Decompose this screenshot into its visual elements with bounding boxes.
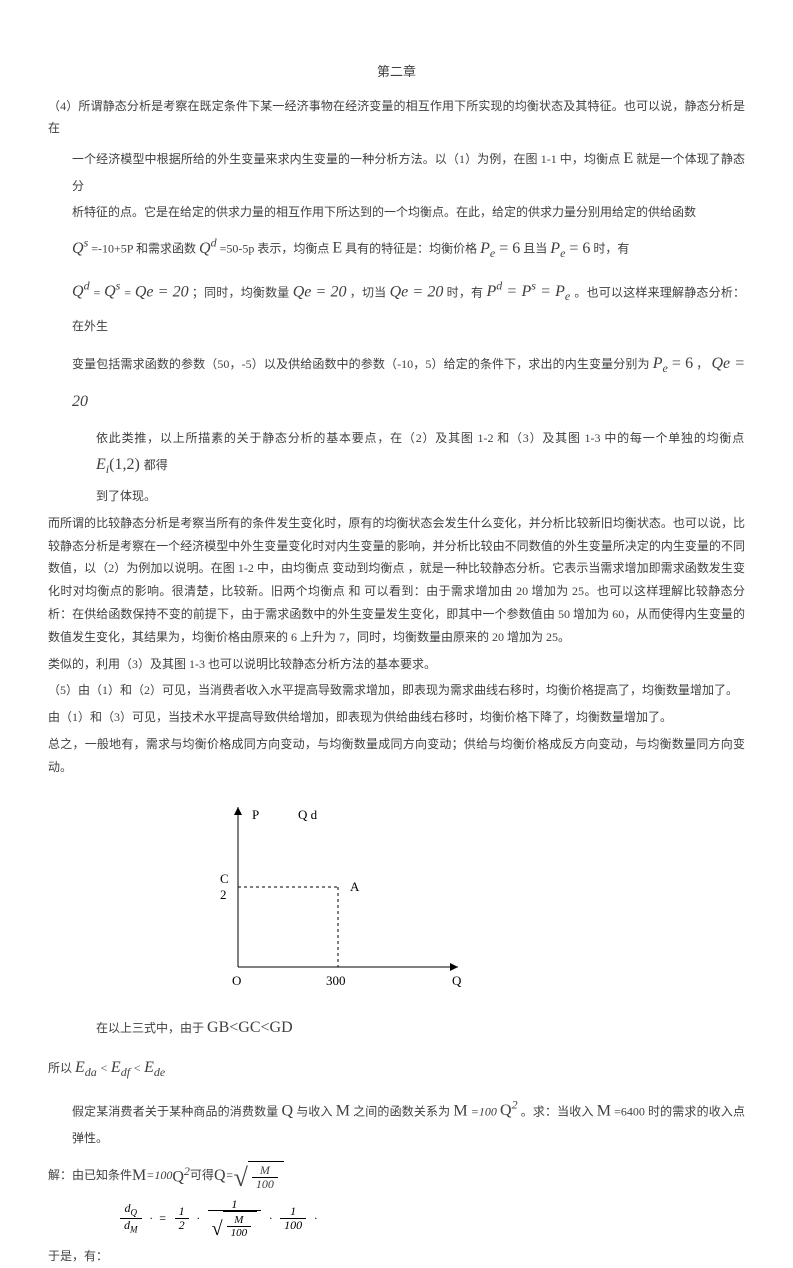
svg-text:Q: Q: [452, 973, 462, 988]
math-Ei12: Ei(1,2): [96, 456, 144, 473]
paragraph: 变量包括需求函数的参数（50，-5）以及供给函数中的参数（-10，5）给定的条件…: [48, 345, 745, 422]
math-Qe20: Qe = 20: [135, 283, 189, 300]
text: ，切当: [350, 285, 390, 299]
text: 都得: [144, 458, 168, 472]
math: Qd: [72, 283, 90, 300]
text: 可得: [190, 1164, 214, 1187]
text: =100: [146, 1164, 172, 1187]
math-PdPsPe: Pd = Ps = Pe: [486, 283, 574, 300]
text: 时，有: [593, 242, 629, 256]
text: 假定某消费者关于某种商品的消费数量: [72, 1104, 282, 1118]
text: 且当: [523, 242, 550, 256]
trail-dot: ·: [314, 1207, 317, 1230]
paragraph: Qd = Qs = Qe = 20 ；同时，均衡数量 Qe = 20 ，切当 Q…: [48, 272, 745, 341]
math-M: M: [336, 1102, 350, 1119]
paragraph: 类似的，利用（3）及其图 1-3 也可以说明比较静态分析方法的基本要求。: [48, 653, 745, 676]
math-M: M: [453, 1102, 467, 1119]
dot: ·: [150, 1207, 153, 1230]
math-E: E: [332, 240, 342, 257]
frac-M-100: M 100: [252, 1164, 278, 1191]
text: 所以: [48, 1061, 75, 1075]
math-inequality: GB<GC<GD: [207, 1019, 293, 1036]
text: =50-5p 表示，均衡点: [220, 242, 333, 256]
frac-1-sqrt: 1 √ M 100: [208, 1198, 261, 1239]
paragraph: 所以 Eda < Edf < Ede: [48, 1053, 745, 1084]
math-Q: Q: [214, 1161, 226, 1191]
svg-text:P: P: [252, 807, 259, 822]
paragraph: 析特征的点。它是在给定的供求力量的相互作用下所达到的一个均衡点。在此，给定的供求…: [48, 201, 745, 224]
text: 解：由已知条件: [48, 1164, 132, 1187]
math-Q: Q: [282, 1102, 294, 1119]
svg-text:300: 300: [326, 973, 346, 988]
text: 之间的函数关系为: [353, 1104, 453, 1118]
paragraph: （5）由（1）和（2）可见，当消费者收入水平提高导致需求增加，即表现为需求曲线右…: [48, 679, 745, 702]
paragraph: 由（1）和（3）可见，当技术水平提高导致供给增加，即表现为供给曲线右移时，均衡价…: [48, 706, 745, 729]
math-Qs: Qs: [72, 240, 88, 257]
paragraph: 而所谓的比较静态分析是考察当所有的条件发生变化时，原有的均衡状态会发生什么变化，…: [48, 512, 745, 649]
math-Pe6: Pe = 6: [653, 355, 693, 372]
math-Ede: Ede: [144, 1059, 165, 1076]
math: Qs: [104, 283, 120, 300]
math-Q2: Q2: [500, 1102, 518, 1119]
math-Pe6: Pe = 6: [550, 240, 590, 257]
chapter-title: 第二章: [48, 60, 745, 85]
derivative-equation: dQ dM · = 1 2 · 1 √ M 100 · 1 100 ·: [118, 1198, 745, 1239]
text: 变量包括需求函数的参数（50，-5）以及供给函数中的参数（-10，5）给定的条件…: [72, 357, 653, 371]
paragraph: 解：由已知条件 M =100 Q2 可得 Q = √ M 100: [48, 1160, 745, 1193]
text: 具有的特征是：均衡价格: [345, 242, 480, 256]
math-Qd: Qd: [199, 240, 217, 257]
text: ，: [696, 357, 708, 371]
math-Eda: Eda: [75, 1059, 97, 1076]
text: =100: [471, 1104, 497, 1118]
dot: ·: [269, 1207, 272, 1230]
lt: <: [100, 1061, 111, 1075]
paragraph: 到了体现。: [48, 485, 745, 508]
text: 与收入: [296, 1104, 336, 1118]
frac-dQ-dM: dQ dM: [120, 1202, 142, 1236]
paragraph: 于是，有：: [48, 1245, 745, 1268]
svg-text:O: O: [232, 973, 241, 988]
paragraph: 在以上三式中，由于 GB<GC<GD: [48, 1013, 745, 1043]
math-E: E: [623, 150, 633, 167]
math-M: M: [597, 1102, 611, 1119]
paragraph: 一个经济模型中根据所给的外生变量来求内生变量的一种分析方法。以（1）为例，在图 …: [48, 144, 745, 197]
frac-1-100: 1 100: [280, 1205, 306, 1232]
supply-demand-chart: P Q d C2 A O 300 Q: [198, 797, 478, 997]
svg-text:Q d: Q d: [298, 807, 318, 822]
text: 时，有: [447, 285, 487, 299]
text: 。求：当收入: [521, 1104, 597, 1118]
svg-text:A: A: [350, 879, 360, 894]
math-Pe6: Pe = 6: [480, 240, 520, 257]
svg-text:2: 2: [220, 887, 227, 902]
sqrt: √ M 100: [234, 1161, 284, 1191]
frac-1-2: 1 2: [175, 1205, 189, 1232]
text: =-10+5P 和需求函数: [91, 242, 199, 256]
text: 依此类推，以上所描素的关于静态分析的基本要点，在（2）及其图 1-2 和（3）及…: [96, 431, 745, 445]
chart-svg: P Q d C2 A O 300 Q: [198, 797, 478, 997]
lt: <: [133, 1061, 144, 1075]
text: 一个经济模型中根据所给的外生变量来求内生变量的一种分析方法。以（1）为例，在图 …: [72, 152, 623, 166]
dot: ·: [197, 1207, 200, 1230]
paragraph: 依此类推，以上所描素的关于静态分析的基本要点，在（2）及其图 1-2 和（3）及…: [48, 427, 745, 481]
math-Q2: Q2: [172, 1160, 190, 1193]
paragraph: Qs =-10+5P 和需求函数 Qd =50-5p 表示，均衡点 E 具有的特…: [48, 228, 745, 268]
text: ；同时，均衡数量: [192, 285, 293, 299]
math-Qe20: Qe = 20: [293, 283, 347, 300]
paragraph: 总之，一般地有，需求与均衡价格成同方向变动，与均衡数量成同方向变动；供给与均衡价…: [48, 733, 745, 779]
text: 在以上三式中，由于: [96, 1021, 207, 1035]
svg-text:C: C: [220, 871, 229, 886]
eq: =: [226, 1164, 234, 1187]
math-Qe20: Qe = 20: [390, 283, 444, 300]
math-Edf: Edf: [111, 1059, 130, 1076]
math-M: M: [132, 1161, 146, 1191]
paragraph: （4）所谓静态分析是考察在既定条件下某一经济事物在经济变量的相互作用下所实现的均…: [48, 95, 745, 141]
